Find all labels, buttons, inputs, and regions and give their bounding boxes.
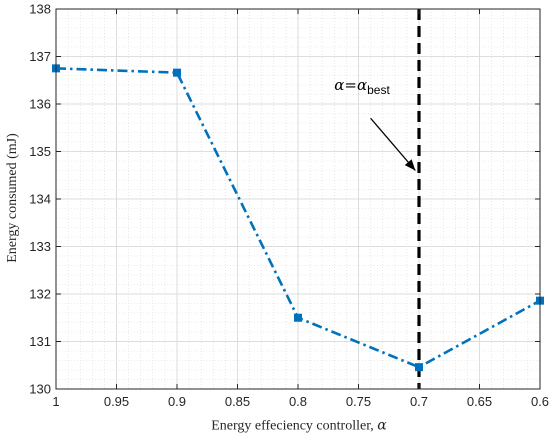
data-point-marker	[415, 363, 423, 372]
x-tick-label: 0.6	[531, 394, 549, 409]
x-tick-label: 0.65	[467, 394, 492, 409]
annotation-subscript: best	[367, 83, 390, 97]
y-axis-label: Energy consumed (mJ)	[5, 133, 20, 263]
annotation-arrow-shaft	[370, 117, 416, 171]
x-axis-label-text: Energy effeciency controller,	[211, 418, 378, 434]
annotation: α=αbest	[334, 76, 416, 171]
x-tick-labels: 1 0.95 0.9 0.85 0.8 0.75 0.7 0.65 0.6	[52, 394, 549, 409]
annotation-arrow-head	[404, 159, 416, 171]
y-tick-label: 134	[29, 192, 51, 207]
x-tick-label: 0.75	[346, 394, 371, 409]
data-point-marker	[173, 68, 181, 77]
y-axis-label-wrap: Energy consumed (mJ)	[0, 0, 26, 390]
annotation-text: α=αbest	[334, 76, 390, 97]
y-tick-label: 138	[29, 2, 51, 17]
y-tick-label: 136	[29, 97, 51, 112]
y-tick-label: 133	[29, 239, 51, 254]
x-tick-label: 0.9	[168, 394, 186, 409]
y-tick-label: 137	[29, 49, 51, 64]
x-tick-label: 0.8	[289, 394, 307, 409]
x-tick-label: 1	[52, 394, 59, 409]
data-point-marker	[294, 313, 302, 322]
annotation-main: α=α	[334, 76, 367, 94]
y-tick-label: 131	[29, 334, 51, 349]
x-tick-label: 0.7	[410, 394, 428, 409]
y-tick-labels: 130 131 132 133 134 135 136 137 138	[29, 2, 51, 397]
y-tick-label: 132	[29, 287, 51, 302]
x-tick-label: 0.95	[104, 394, 129, 409]
x-axis-label: Energy effeciency controller, α	[211, 418, 387, 435]
y-tick-label: 135	[29, 144, 51, 159]
y-tick-label: 130	[29, 382, 51, 397]
tick-marks	[55, 8, 541, 390]
x-tick-label: 0.85	[225, 394, 250, 409]
x-axis-label-symbol: α	[377, 417, 387, 434]
